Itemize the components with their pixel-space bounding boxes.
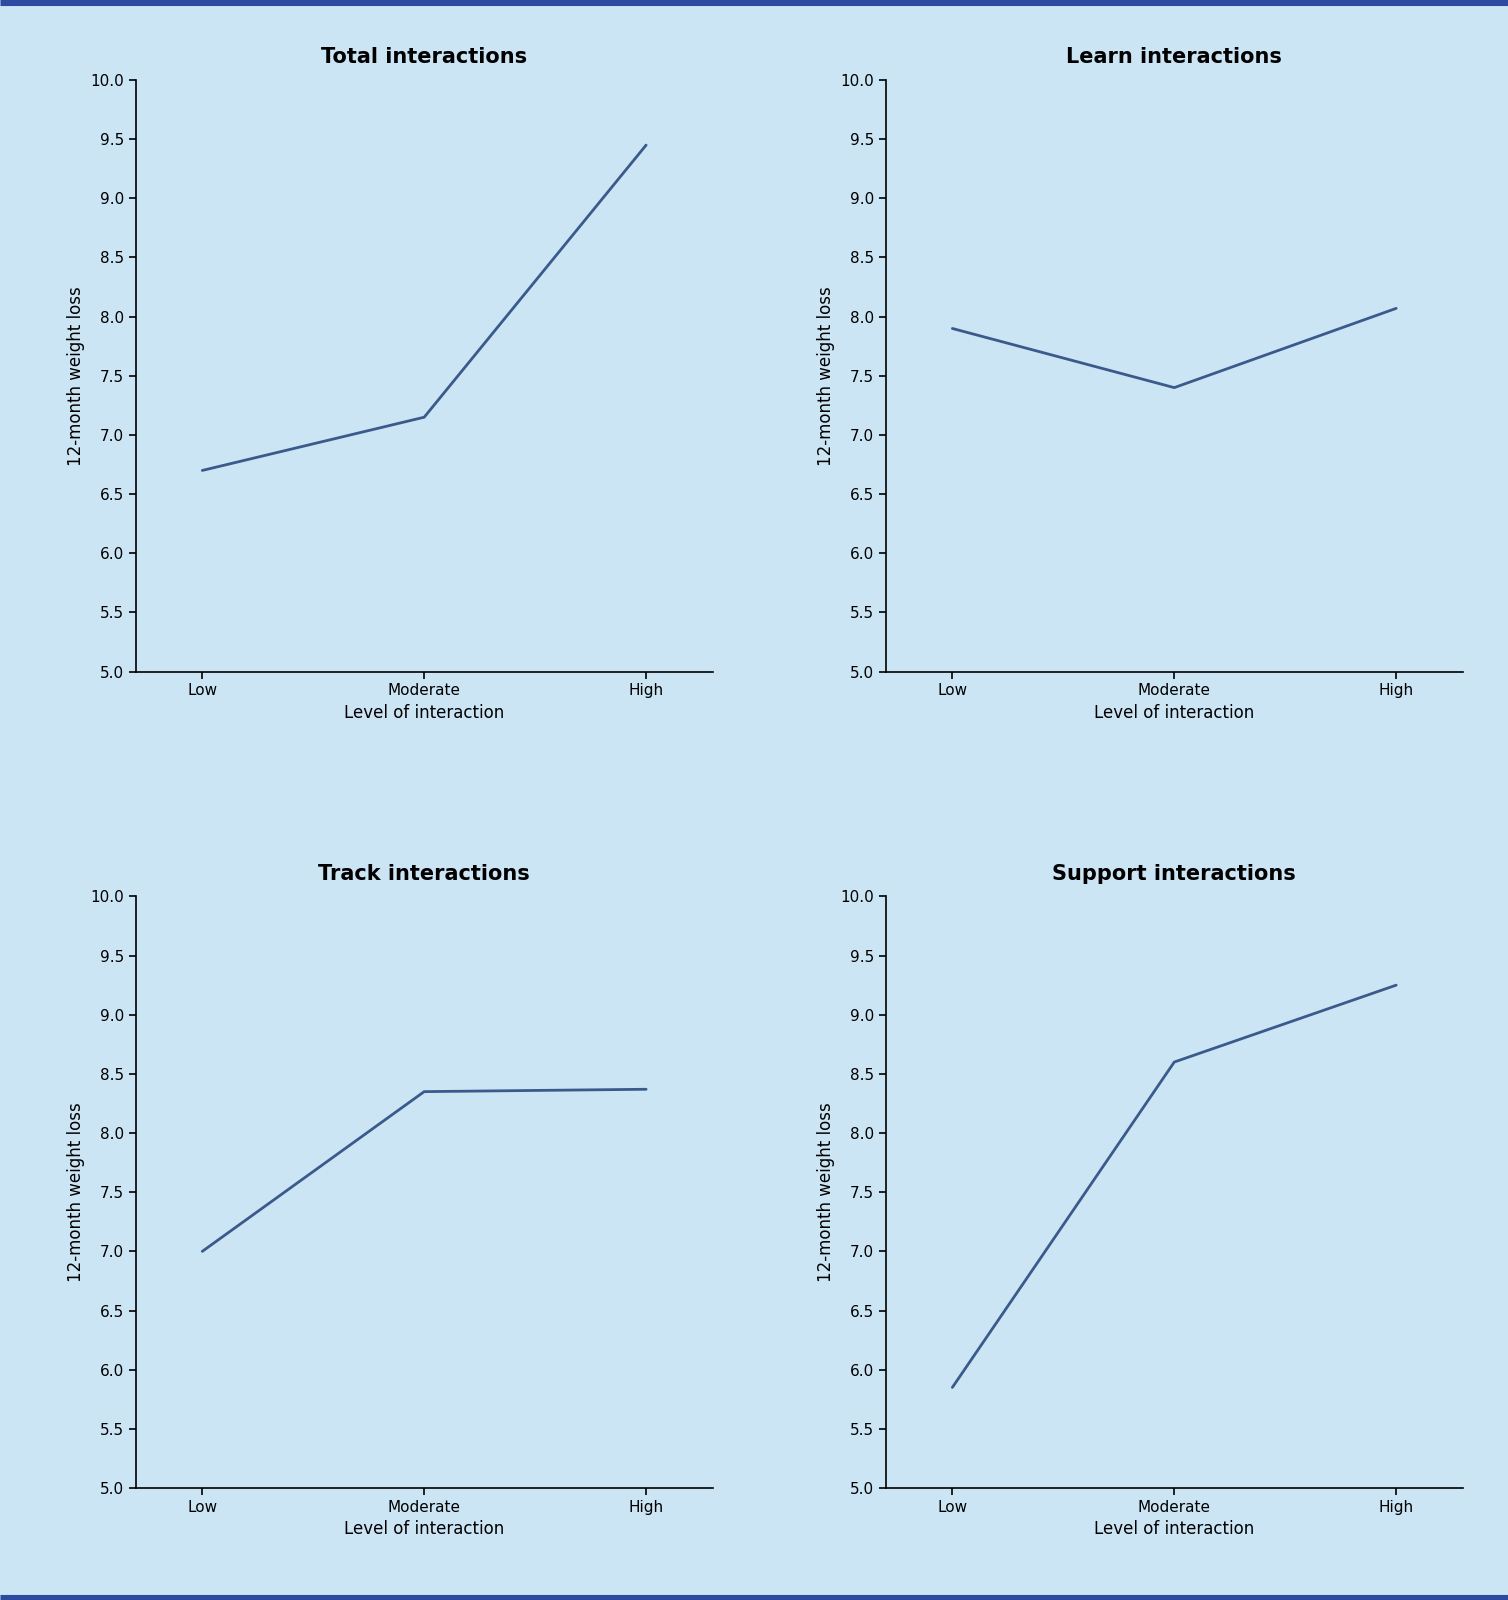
Title: Learn interactions: Learn interactions <box>1066 48 1282 67</box>
X-axis label: Level of interaction: Level of interaction <box>1095 1520 1255 1538</box>
Y-axis label: 12-month weight loss: 12-month weight loss <box>817 286 834 466</box>
X-axis label: Level of interaction: Level of interaction <box>1095 704 1255 722</box>
Title: Support interactions: Support interactions <box>1053 864 1297 883</box>
X-axis label: Level of interaction: Level of interaction <box>344 1520 504 1538</box>
Title: Total interactions: Total interactions <box>321 48 528 67</box>
Y-axis label: 12-month weight loss: 12-month weight loss <box>66 1102 84 1282</box>
X-axis label: Level of interaction: Level of interaction <box>344 704 504 722</box>
Y-axis label: 12-month weight loss: 12-month weight loss <box>817 1102 834 1282</box>
Y-axis label: 12-month weight loss: 12-month weight loss <box>66 286 84 466</box>
Title: Track interactions: Track interactions <box>318 864 531 883</box>
